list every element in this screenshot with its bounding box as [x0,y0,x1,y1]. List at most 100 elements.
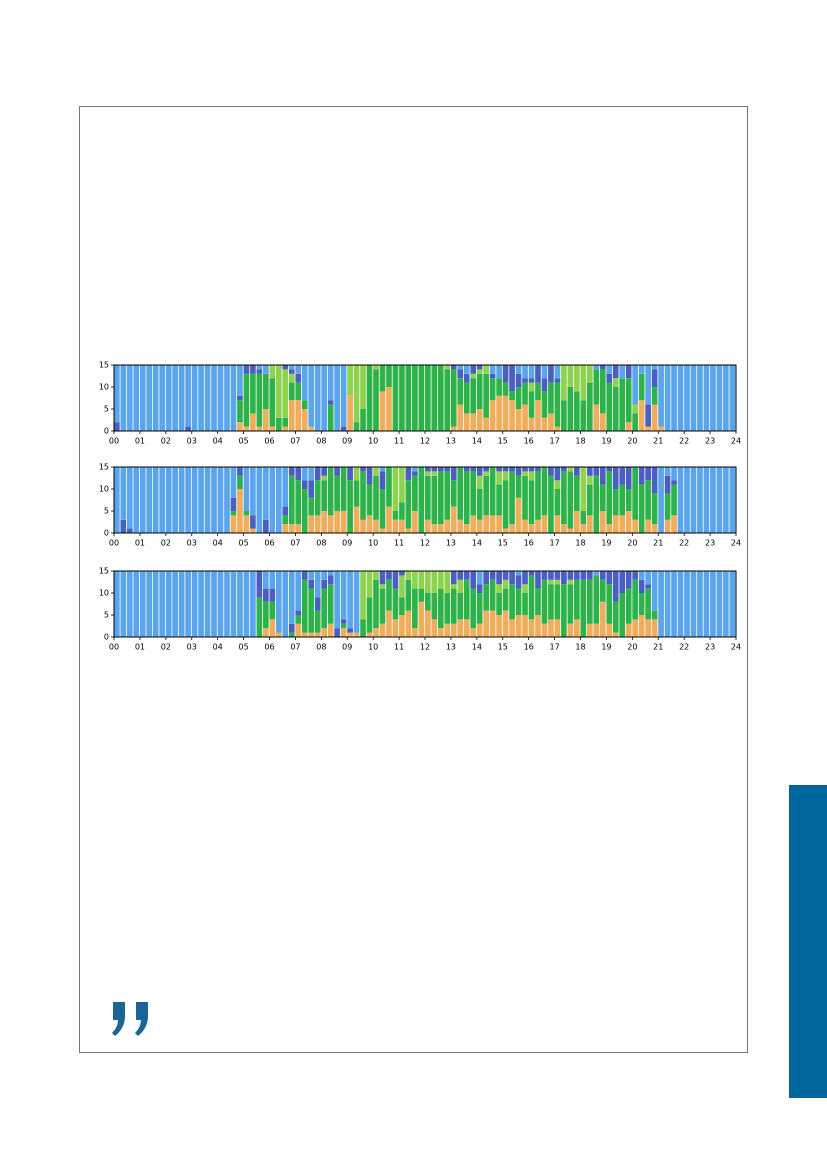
bar-segment [191,467,198,533]
x-tick-label: 06 [264,643,274,652]
bar-segment [282,524,289,533]
bar-segment [476,584,483,593]
bar-segment [373,475,379,520]
bar-segment [522,584,528,593]
bar-segment [353,506,360,533]
bar-segment [496,467,502,472]
x-tick-label: 20 [627,643,637,652]
bar-segment [288,373,295,383]
bar-segment [431,524,438,533]
bar-segment [133,571,140,637]
bar-segment [379,489,386,529]
bar-segment [625,588,632,624]
bar-segment [392,588,399,620]
bar-segment [152,467,159,533]
bar-segment [586,467,593,476]
bar-segment [314,597,321,611]
bar-segment [567,584,574,624]
bar-segment [528,391,535,418]
bar-segment [243,511,250,516]
bar-segment [366,484,373,516]
bar-segment [606,373,613,383]
bar-segment [580,579,587,637]
bar-segment [256,571,263,598]
bar-segment [548,413,554,431]
bar-segment [256,373,263,427]
bar-segment [237,365,243,396]
x-tick-label: 16 [524,643,534,652]
bar-segment [437,524,444,533]
bar-segment [548,382,554,414]
bar-segment [599,484,606,511]
bar-segment [327,571,334,576]
x-tick-label: 15 [498,643,508,652]
bar-segment [509,524,515,533]
bar-segment [379,365,386,392]
bar-segment [159,365,166,431]
bar-segment [515,588,522,615]
bar-segment [392,467,399,511]
bar-segment [399,615,405,637]
bar-segment [638,593,645,615]
bar-segment [528,575,535,620]
bar-segment [263,373,269,409]
bar-segment [314,365,321,431]
bar-segment [340,571,347,620]
x-tick-label: 17 [549,437,559,446]
bar-segment [541,623,548,637]
bar-segment [263,467,269,520]
bar-segment [515,575,522,589]
bar-segment [528,417,535,431]
bar-segment [548,475,554,533]
bar-segment [263,519,269,533]
bar-segment [366,632,373,637]
bar-segment [412,588,418,629]
bar-segment [645,467,651,481]
bar-segment [243,365,250,374]
bar-segment [632,519,639,533]
bar-segment [243,373,250,427]
bar-segment [502,610,509,637]
bar-segment [664,519,671,533]
bar-segment [586,579,593,624]
bar-segment [450,369,457,427]
bar-segment [716,571,723,637]
bar-segment [496,571,502,585]
bar-segment [671,484,677,516]
bar-segment [671,480,677,485]
bar-segment [463,382,470,414]
bar-segment [645,588,651,620]
bar-segment [625,467,632,489]
bar-segment [379,571,386,585]
x-tick-label: 08 [316,539,326,548]
bar-segment [321,365,328,431]
bar-segment [126,365,133,431]
bar-segment [288,467,295,476]
bar-segment [269,588,276,602]
bar-segment [178,571,185,637]
bar-segment [664,365,671,431]
bar-segment [489,571,496,580]
bar-segment [574,391,580,431]
x-tick-label: 18 [575,437,585,446]
bar-segment [444,519,451,533]
bar-segment [165,571,172,637]
bar-segment [515,365,522,374]
bar-segment [528,619,535,637]
bar-segment [133,467,140,533]
bar-segment [412,365,418,431]
bar-segment [405,528,412,533]
bar-segment [360,471,366,520]
bar-segment [412,471,418,476]
bar-segment [522,382,528,405]
bar-segment [574,579,580,620]
y-tick-label: 10 [99,589,109,598]
bar-segment [664,493,671,520]
bar-segment [431,571,438,593]
bar-segment [638,467,645,485]
bar-segment [172,365,178,431]
bar-segment [690,571,697,637]
bar-segment [353,632,360,637]
bar-segment [275,365,282,418]
bar-segment [457,579,464,593]
